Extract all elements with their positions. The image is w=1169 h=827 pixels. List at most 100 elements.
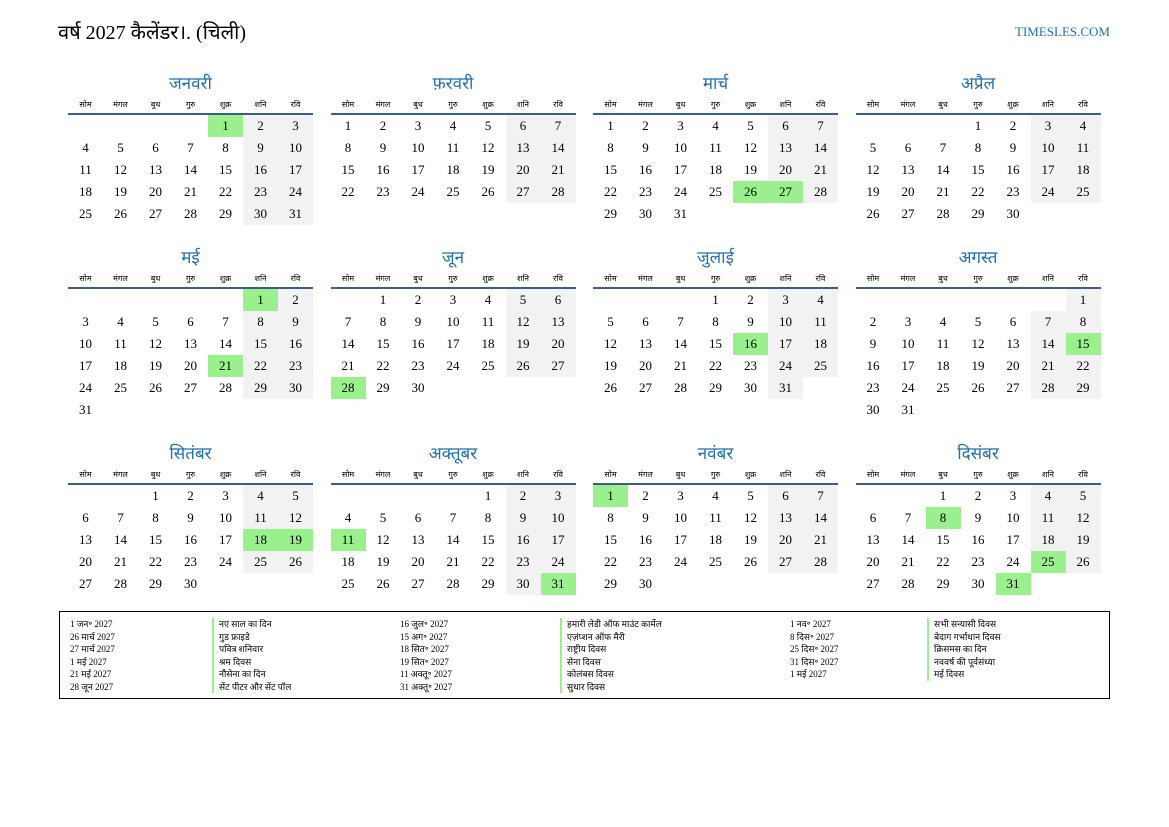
holiday-date: 31 दिस॰ 2027 [790, 656, 839, 667]
day-cell: 9 [1009, 140, 1017, 155]
day-cell: 15 [604, 162, 617, 177]
empty-cell [961, 289, 996, 311]
day-cell: 5 [117, 140, 124, 155]
day-cell: 22 [243, 355, 278, 377]
day-cell: 17 [674, 532, 687, 547]
site-link[interactable]: TIMESLES.COM [1015, 24, 1110, 39]
empty-cell [68, 289, 103, 311]
day-cell: 9 [379, 140, 387, 155]
weekday-label: रवि [815, 100, 826, 109]
weekday-label: सोम [79, 100, 92, 109]
day-cell: 29 [243, 377, 278, 399]
day-cell: 26 [505, 355, 541, 377]
day-cell: 22 [341, 184, 355, 199]
day-cell: 23 [376, 184, 390, 199]
day-cell: 26 [114, 206, 127, 221]
weekday-label: बुध [413, 100, 423, 109]
day-cell: 16 [411, 336, 425, 351]
day-grid: 1 2 3 4 5 6 7 8 9 10 11 12 13 14 15 16 17 18 19 20 21 22 23 24 2… [330, 485, 576, 595]
day-grid: 1 2 3 4 5 6 7 8 9 10 11 12 13 14 15 16 17 18 19 20 21 22 23 24 2… [331, 115, 576, 203]
day-cell: 9 [974, 510, 982, 525]
day-grid: 1 2 3 4 5 6 7 8 9 10 11 12 13 14 15 16 17 18 19 20 21 22 23 24 2… [856, 115, 1101, 225]
day-cell: 3 [449, 292, 457, 307]
month-name: जून [441, 248, 465, 267]
day-cell: 4 [712, 118, 719, 133]
day-cell: 1 [1065, 289, 1101, 311]
day-cell: 3 [1030, 115, 1066, 137]
day-cell: 19 [866, 184, 880, 199]
weekday-label: शनि [254, 274, 267, 283]
day-cell: 21 [803, 159, 838, 181]
day-cell: 14 [184, 162, 197, 177]
holiday-date: 1 जन॰ 2027 [70, 619, 113, 629]
weekday-label: शुक्र [219, 470, 232, 479]
holiday-name: क्रिसमस का दिन [927, 643, 1001, 656]
empty-cell [926, 115, 961, 137]
empty-cell [138, 289, 173, 311]
empty-cell [856, 485, 891, 507]
day-cell: 18 [79, 184, 92, 199]
day-cell: 22 [936, 554, 950, 569]
day-cell: 29 [376, 380, 390, 395]
day-cell: 13 [411, 532, 425, 547]
weekday-header: सोम मंगल बुध गुरु शुक्र शनि रवि [68, 96, 313, 115]
day-cell: 7 [344, 314, 352, 329]
day-cell: 27 [184, 380, 197, 395]
day-cell: 18 [341, 554, 355, 569]
day-cell: 29 [219, 206, 232, 221]
day-cell: 14 [540, 137, 576, 159]
weekday-label: शनि [517, 470, 529, 479]
month-calendar: सितंबर सोम मंगल बुध गुरु शुक्र शनि रवि 1 2 3 4 5 6 7 8 9… [68, 442, 313, 595]
day-cell: 13 [901, 162, 915, 177]
day-cell: 26 [1065, 551, 1101, 573]
day-cell: 16 [184, 532, 197, 547]
day-cell: 2 [869, 314, 877, 329]
weekday-label: गुरु [185, 470, 196, 479]
month-name: अगस्त [958, 248, 998, 267]
weekday-header: सोम मंगल बुध गुरु शुक्र शनि रवि [68, 270, 313, 289]
weekday-label: सोम [866, 470, 880, 479]
day-cell: 21 [936, 184, 950, 199]
day-cell: 27 [866, 576, 880, 591]
day-cell: 23 [744, 358, 757, 373]
day-cell: 14 [936, 162, 950, 177]
day-cell: 20 [901, 184, 915, 199]
holiday-date: 27 मार्च 2027 [70, 644, 115, 654]
day-cell: 26 [744, 554, 757, 569]
day-cell: 11 [709, 510, 722, 525]
holiday-name: नए साल का दिन [212, 618, 291, 631]
day-cell: 14 [901, 532, 915, 547]
holiday-date: 1 मई 2027 [70, 656, 107, 667]
holiday-day-cell: 8 [925, 507, 961, 529]
day-cell: 17 [1006, 532, 1020, 547]
day-cell: 21 [803, 529, 838, 551]
day-cell: 20 [184, 358, 197, 373]
holiday-date-column: 16 जुल॰ 2027 15 अग॰ 2027 18 सित॰ 2027 19 सि… [400, 618, 452, 693]
day-cell: 7 [803, 115, 838, 137]
day-cell: 21 [540, 159, 576, 181]
day-cell: 20 [768, 159, 803, 181]
weekday-label: शुक्र [744, 470, 757, 479]
weekday-label: शुक्र [1007, 470, 1019, 479]
day-cell: 16 [1006, 162, 1020, 177]
weekday-label: मंगल [638, 100, 653, 109]
holiday-day-cell: 1 [243, 289, 278, 311]
day-cell: 26 [604, 380, 617, 395]
day-cell: 27 [768, 551, 803, 573]
weekday-label: सोम [866, 100, 880, 109]
day-cell: 10 [1006, 510, 1020, 525]
weekday-label: शुक्र [1007, 100, 1019, 109]
weekday-header: सोम मंगल बुध गुरु शुक्र शनि रवि [593, 270, 838, 289]
day-cell: 13 [866, 532, 880, 547]
day-cell: 29 [481, 576, 495, 591]
day-cell: 22 [971, 184, 985, 199]
month-calendar: जुलाई सोम मंगल बुध गुरु शुक्र शनि रवि 1 2 3 4 5 6 7 8 9 1… [593, 246, 838, 399]
day-cell: 12 [114, 162, 127, 177]
day-cell: 10 [219, 510, 232, 525]
holiday-day-cell: 31 [995, 573, 1031, 595]
holiday-name: सेंट पीटर और सेंट पॉल [212, 680, 291, 693]
day-cell: 28 [901, 576, 915, 591]
weekday-label: सोम [79, 470, 92, 479]
weekday-label: गुरु [973, 100, 983, 109]
day-cell: 11 [1065, 137, 1101, 159]
